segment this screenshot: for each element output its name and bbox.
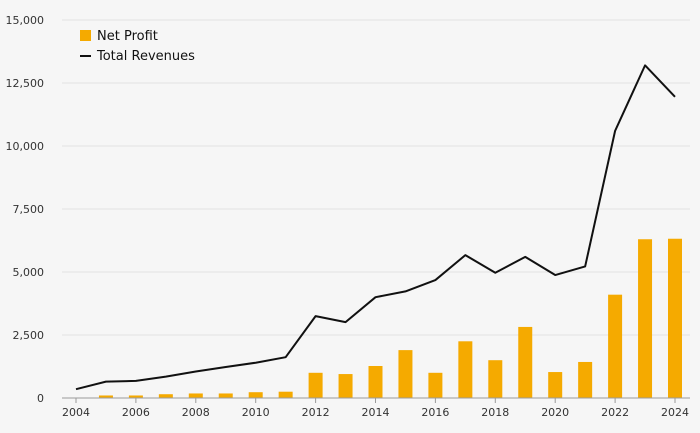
net-profit-bar — [548, 372, 563, 398]
net-profit-bar — [638, 239, 653, 398]
x-tick-label: 2012 — [302, 406, 330, 419]
x-tick-label: 2010 — [242, 406, 270, 419]
x-tick-label: 2020 — [541, 406, 569, 419]
grid-lines — [62, 19, 690, 336]
net-profit-bar — [248, 392, 263, 398]
total-revenues-line — [75, 64, 676, 391]
net-profit-bar — [608, 294, 623, 398]
x-tick-label: 2014 — [362, 406, 390, 419]
net-profit-bar — [188, 393, 203, 398]
x-tick-label: 2006 — [122, 406, 150, 419]
net-profit-bar — [518, 326, 533, 398]
net-profit-bar — [458, 341, 473, 398]
y-tick-label: 0 — [37, 392, 44, 405]
total-revenues-line-group — [75, 64, 676, 391]
net-profit-bar — [428, 372, 443, 398]
y-tick-label: 5,000 — [13, 266, 45, 279]
net-profit-bar — [308, 372, 323, 398]
x-tick-label: 2024 — [661, 406, 689, 419]
net-profit-bar — [218, 393, 233, 398]
net-profit-bar — [488, 360, 503, 398]
legend-swatch-net-profit — [80, 30, 91, 41]
net-profit-bar — [338, 374, 353, 398]
x-tick-label: 2018 — [481, 406, 509, 419]
x-tick-label: 2008 — [182, 406, 210, 419]
axes: 0 2,500 5,000 7,500 10,000 12,500 15,000 2004 20… — [6, 14, 690, 419]
net-profit-bar — [668, 238, 682, 398]
x-tick-label: 2016 — [421, 406, 449, 419]
y-tick-label: 10,000 — [6, 140, 45, 153]
net-profit-bar — [98, 395, 113, 398]
net-profit-bar — [578, 361, 593, 398]
x-tick-label: 2004 — [62, 406, 90, 419]
net-profit-bar — [128, 395, 143, 398]
legend-label-net-profit: Net Profit — [97, 29, 158, 44]
x-tick-label: 2022 — [601, 406, 629, 419]
net-profit-bar — [278, 391, 293, 398]
y-tick-label: 2,500 — [13, 329, 45, 342]
y-tick-label: 15,000 — [6, 14, 45, 27]
net-profit-bar — [398, 350, 413, 398]
net-profit-bar — [368, 365, 383, 398]
net-profit-bar — [158, 394, 173, 398]
net-profit-bars — [98, 238, 682, 398]
legend-label-total-revenues: Total Revenues — [96, 49, 195, 64]
y-tick-label: 12,500 — [6, 77, 45, 90]
legend: Net Profit Total Revenues — [80, 29, 195, 64]
y-tick-label: 7,500 — [13, 203, 45, 216]
